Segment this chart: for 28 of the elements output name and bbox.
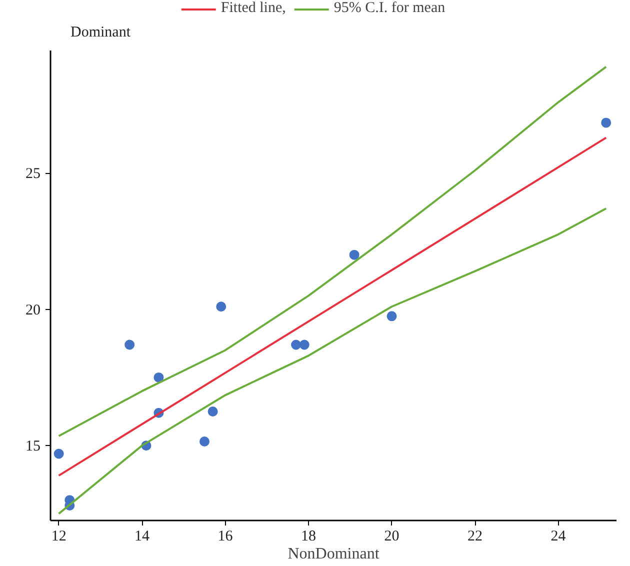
legend-label: 95% C.I. for mean [334, 0, 446, 17]
line-series [58, 66, 608, 438]
x-axis-title: NonDominant [288, 546, 380, 562]
x-tick-label: 14 [134, 528, 150, 544]
point [54, 448, 64, 459]
point [299, 340, 310, 350]
point [199, 436, 210, 446]
x-tick-label: 12 [51, 528, 66, 544]
point [154, 372, 164, 382]
y-tick-label: 25 [26, 166, 40, 182]
y-axis-title: Dominant [70, 24, 132, 40]
x-tick-label: 18 [301, 528, 316, 544]
point [386, 311, 397, 322]
x-tick-label: 20 [384, 528, 400, 544]
legend-label: Fitted line, [220, 0, 286, 17]
y-tick-label: 15 [26, 438, 40, 455]
x-tick-label: 22 [468, 528, 482, 544]
x-tick-label: 24 [550, 528, 566, 544]
point [208, 406, 218, 417]
line-series [58, 136, 608, 477]
x-tick-label: 16 [218, 528, 234, 544]
point [291, 340, 302, 350]
point [216, 302, 226, 312]
point [124, 340, 135, 350]
y-tick-label: 20 [26, 302, 40, 318]
point [601, 118, 612, 128]
line-series [58, 208, 608, 515]
point [349, 250, 360, 260]
